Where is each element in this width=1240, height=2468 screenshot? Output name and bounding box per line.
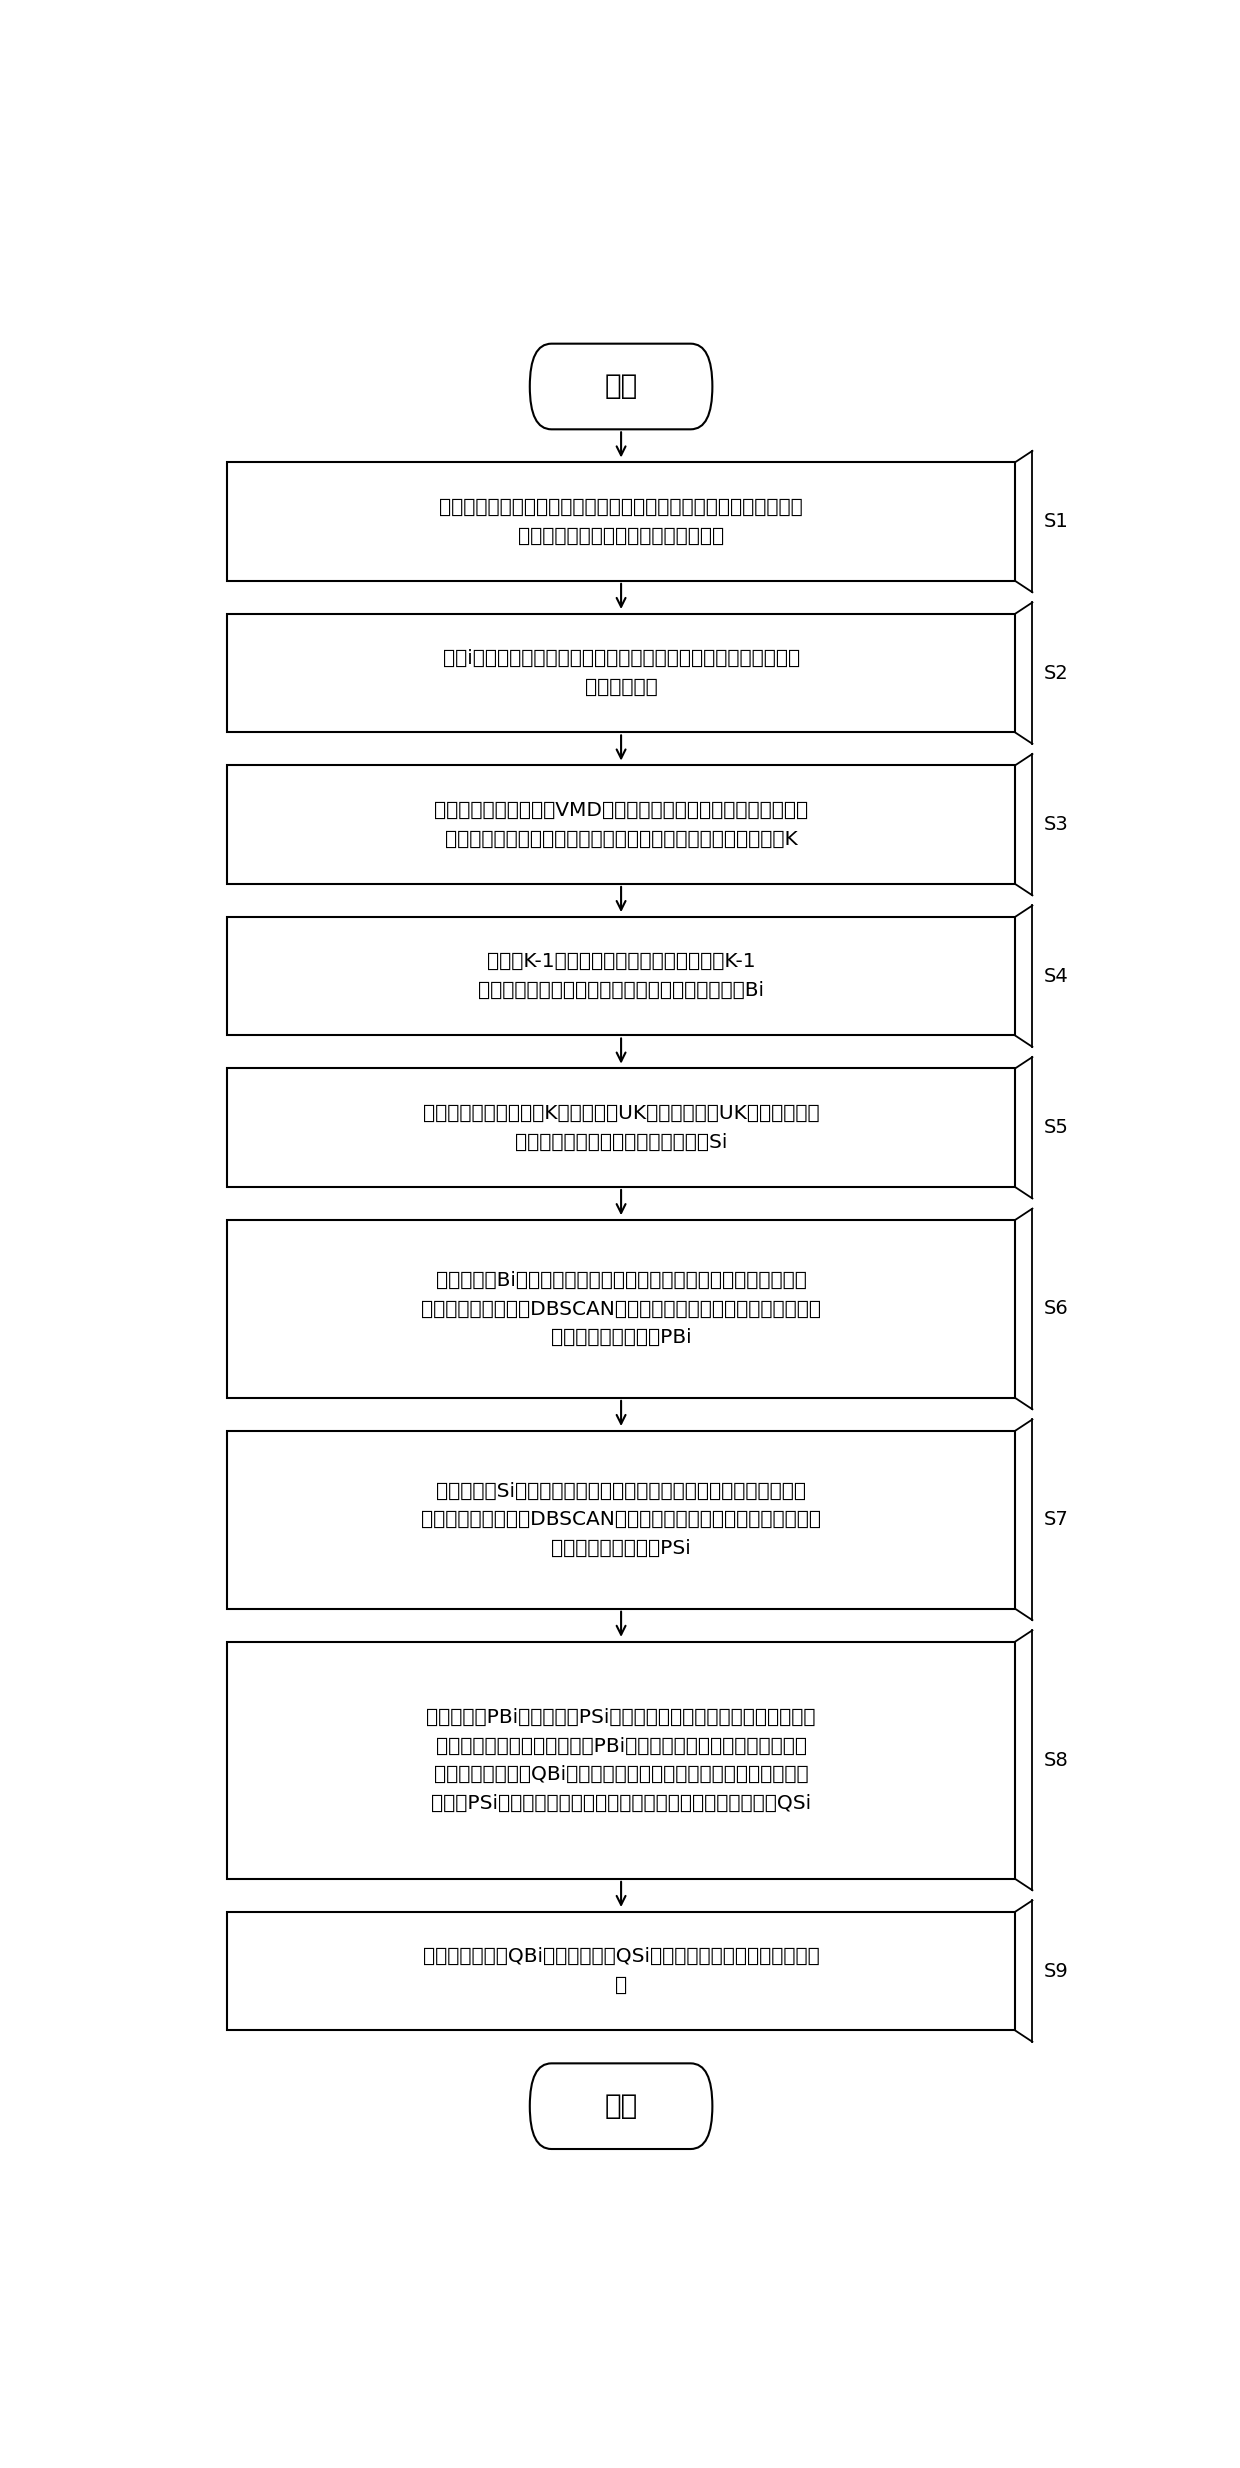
FancyBboxPatch shape: [529, 343, 713, 429]
Text: 开始: 开始: [604, 373, 637, 400]
Bar: [227, 1069, 1016, 1187]
Text: 通过波段评分值QBi和衰减评分值QSi对轨道电路传输特性进行定量评
价: 通过波段评分值QBi和衰减评分值QSi对轨道电路传输特性进行定量评 价: [423, 1947, 820, 1994]
Text: 采用变分模态滤波分解VMD对去噪后的信号进行自适应分解，得到
模态分量，并通过信息熵和多维标度法确定信号的最优分解层数K: 采用变分模态滤波分解VMD对去噪后的信号进行自适应分解，得到 模态分量，并通过信…: [434, 800, 808, 849]
Text: S8: S8: [1044, 1750, 1069, 1770]
Text: S4: S4: [1044, 967, 1069, 985]
FancyBboxPatch shape: [529, 2063, 713, 2150]
Text: S3: S3: [1044, 814, 1069, 834]
Text: S1: S1: [1044, 511, 1069, 531]
Bar: [227, 1219, 1016, 1397]
Text: 对第i个轨道电路区段的移频感应信号进行滑动滤波去噪预处理得到
去噪后的信号: 对第i个轨道电路区段的移频感应信号进行滑动滤波去噪预处理得到 去噪后的信号: [443, 649, 800, 696]
Text: S6: S6: [1044, 1301, 1069, 1318]
Bar: [227, 615, 1016, 733]
Text: 将波动系数PBi和衰减系数PSi进行归一化处理，通过波动系数评分函
数和归一化处理后的波动系数PBi计算移频感应信号对应的轨道电路
区段的波动评分值QBi，通过: 将波动系数PBi和衰减系数PSi进行归一化处理，通过波动系数评分函 数和归一化处…: [427, 1708, 816, 1814]
Text: 将波动特征Bi添加到移频感应信号对应的轨道电路区段的历史波动特
征集，采用密度聚类DBSCAN算法计算得到移频感应信号对应的轨道
电路区段的波动系数PBi: 将波动特征Bi添加到移频感应信号对应的轨道电路区段的历史波动特 征集，采用密度聚…: [422, 1271, 821, 1348]
Text: S9: S9: [1044, 1962, 1069, 1982]
Bar: [227, 918, 1016, 1037]
Bar: [227, 1431, 1016, 1609]
Bar: [227, 765, 1016, 884]
Bar: [227, 1913, 1016, 2031]
Text: 将衰减特征Si添加到移频感应信号对应的轨道电路区段的历史衰减特
征集，采用密度聚类DBSCAN算法计算得到移频感应信号对应的轨道
电路区段的衰减系数PSi: 将衰减特征Si添加到移频感应信号对应的轨道电路区段的历史衰减特 征集，采用密度聚…: [422, 1481, 821, 1557]
Text: S5: S5: [1044, 1118, 1069, 1138]
Text: 选取含有趋势分量的第K层模态分量UK，将模态分量UK运用最小二乘
法拟合得到移频感应信号的衰减特征Si: 选取含有趋势分量的第K层模态分量UK，将模态分量UK运用最小二乘 法拟合得到移频…: [423, 1103, 820, 1153]
Bar: [227, 462, 1016, 580]
Bar: [227, 1641, 1016, 1878]
Text: 采集机车或动检车的轨道电路的感应信号，依据载频交替规则将其划
分为多个轨道电路区段的移频感应信号: 采集机车或动检车的轨道电路的感应信号，依据载频交替规则将其划 分为多个轨道电路区…: [439, 499, 804, 545]
Text: S7: S7: [1044, 1510, 1069, 1530]
Text: 结束: 结束: [604, 2093, 637, 2120]
Text: S2: S2: [1044, 664, 1069, 684]
Text: 计算前K-1层模态分量的峭度值，并根据前K-1
层模态分量的峭度值计算移频感应信号的波动特征Bi: 计算前K-1层模态分量的峭度值，并根据前K-1 层模态分量的峭度值计算移频感应信…: [479, 953, 764, 1000]
